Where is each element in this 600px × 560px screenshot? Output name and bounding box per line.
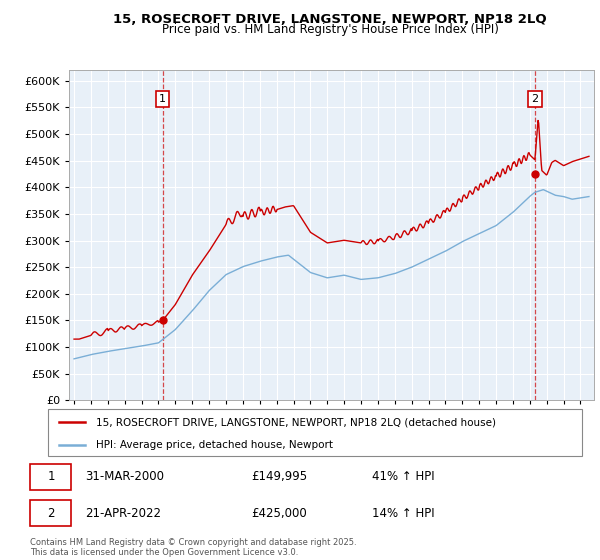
Text: 1: 1 [159,94,166,104]
Text: 1: 1 [47,470,55,483]
Text: £425,000: £425,000 [251,507,307,520]
Text: 14% ↑ HPI: 14% ↑ HPI [372,507,435,520]
Text: 21-APR-2022: 21-APR-2022 [85,507,161,520]
Text: Contains HM Land Registry data © Crown copyright and database right 2025.
This d: Contains HM Land Registry data © Crown c… [30,538,356,557]
Text: HPI: Average price, detached house, Newport: HPI: Average price, detached house, Newp… [96,440,333,450]
Text: Price paid vs. HM Land Registry's House Price Index (HPI): Price paid vs. HM Land Registry's House … [161,22,499,36]
FancyBboxPatch shape [48,409,582,456]
Text: 2: 2 [532,94,538,104]
Text: 15, ROSECROFT DRIVE, LANGSTONE, NEWPORT, NP18 2LQ (detached house): 15, ROSECROFT DRIVE, LANGSTONE, NEWPORT,… [96,417,496,427]
FancyBboxPatch shape [30,500,71,526]
Text: £149,995: £149,995 [251,470,307,483]
FancyBboxPatch shape [30,464,71,489]
Text: 15, ROSECROFT DRIVE, LANGSTONE, NEWPORT, NP18 2LQ: 15, ROSECROFT DRIVE, LANGSTONE, NEWPORT,… [113,13,547,26]
Text: 2: 2 [47,507,55,520]
Text: 31-MAR-2000: 31-MAR-2000 [85,470,164,483]
Text: 41% ↑ HPI: 41% ↑ HPI [372,470,435,483]
